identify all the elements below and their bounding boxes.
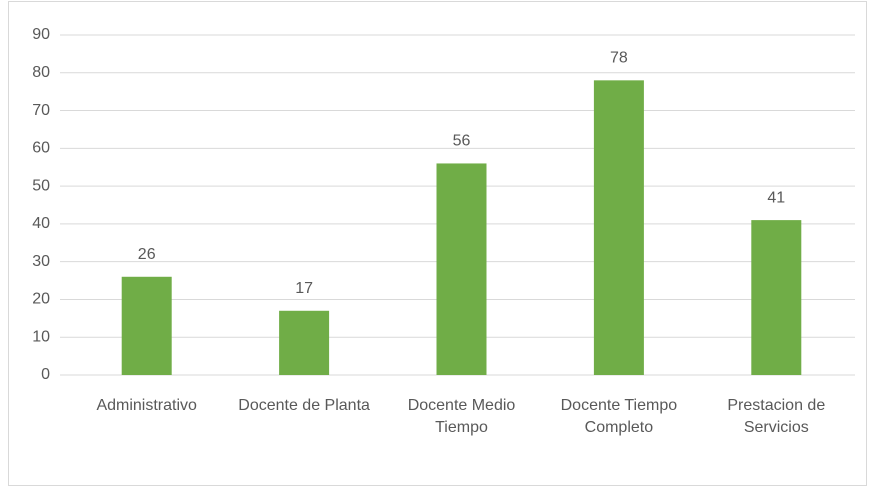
bar bbox=[593, 80, 644, 375]
data-label: 41 bbox=[767, 189, 785, 206]
y-tick-label: 10 bbox=[32, 328, 50, 345]
y-tick-label: 30 bbox=[32, 253, 50, 270]
x-tick-label: Docente Tiempo Completo bbox=[560, 397, 678, 436]
x-tick-label: Docente Medio Tiempo bbox=[407, 397, 516, 436]
x-tick-label: Administrativo bbox=[96, 397, 197, 414]
data-label: 17 bbox=[295, 280, 313, 297]
data-label: 78 bbox=[610, 50, 628, 67]
bar bbox=[436, 163, 487, 375]
y-tick-label: 0 bbox=[41, 366, 50, 383]
bar bbox=[751, 220, 802, 375]
bar bbox=[279, 310, 330, 375]
y-tick-label: 90 bbox=[32, 26, 50, 43]
y-tick-label: 50 bbox=[32, 177, 50, 194]
y-tick-label: 20 bbox=[32, 291, 50, 308]
x-tick-label: Prestacion de Servicios bbox=[727, 397, 826, 436]
y-tick-label: 40 bbox=[32, 215, 50, 232]
y-tick-label: 80 bbox=[32, 64, 50, 81]
data-label: 26 bbox=[138, 246, 156, 263]
bar bbox=[121, 276, 172, 375]
x-tick-label: Docente de Planta bbox=[238, 397, 370, 414]
y-tick-label: 70 bbox=[32, 102, 50, 119]
data-label: 56 bbox=[453, 133, 471, 150]
y-tick-label: 60 bbox=[32, 140, 50, 157]
